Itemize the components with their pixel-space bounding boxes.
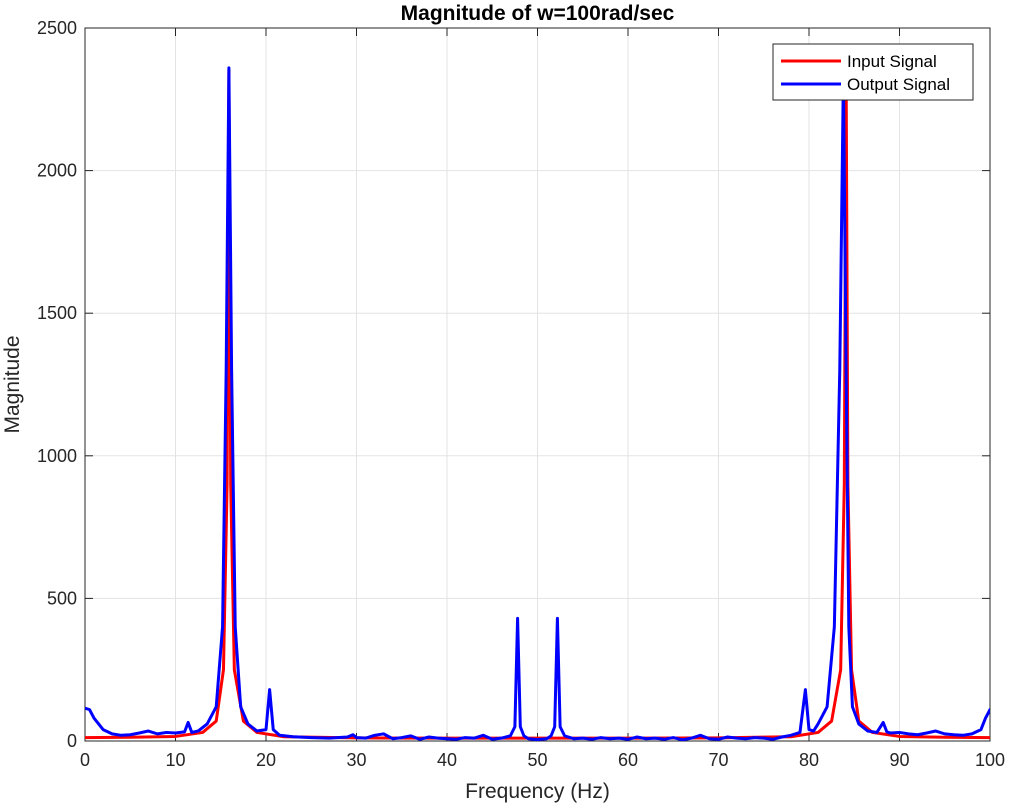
x-tick-label: 10 [165, 750, 185, 770]
legend-label: Output Signal [847, 75, 950, 94]
x-tick-label: 40 [437, 750, 457, 770]
chart-title: Magnitude of w=100rad/sec [401, 2, 675, 25]
y-tick-label: 500 [47, 588, 77, 608]
legend: Input Signal Output Signal [772, 43, 974, 101]
x-tick-label: 50 [527, 750, 547, 770]
y-tick-label: 0 [67, 731, 77, 751]
y-tick-label: 1500 [37, 303, 77, 323]
y-tick-label: 1000 [37, 446, 77, 466]
x-tick-label: 100 [975, 750, 1005, 770]
legend-label: Input Signal [847, 52, 937, 71]
y-axis-label: Magnitude [1, 335, 24, 433]
x-tick-label: 80 [799, 750, 819, 770]
x-tick-label: 30 [346, 750, 366, 770]
x-tick-label: 60 [618, 750, 638, 770]
series-lines [85, 66, 990, 741]
x-axis-label: Frequency (Hz) [465, 780, 610, 803]
y-tick-label: 2000 [37, 161, 77, 181]
ticks: 0 10 20 30 40 50 60 70 80 90 100050010001500200025… [37, 18, 1005, 770]
x-tick-label: 90 [889, 750, 909, 770]
x-tick-label: 70 [708, 750, 728, 770]
legend-box [772, 43, 974, 101]
y-tick-label: 2500 [37, 18, 77, 38]
x-tick-label: 20 [256, 750, 276, 770]
series-line-output-signal [85, 66, 990, 741]
x-tick-label: 0 [80, 750, 90, 770]
grid [85, 28, 990, 741]
